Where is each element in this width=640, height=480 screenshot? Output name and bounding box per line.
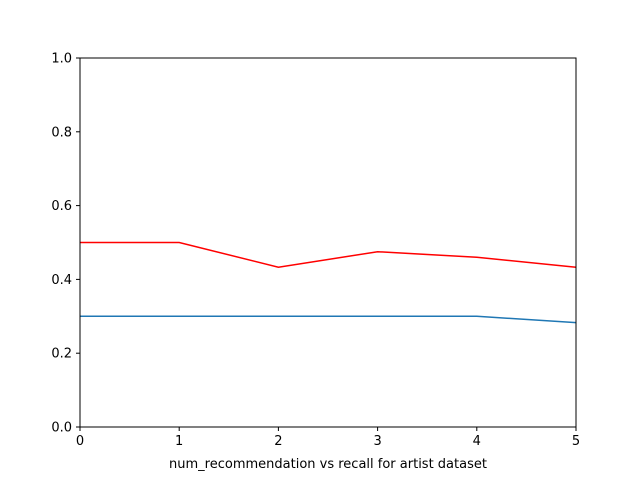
y-tick-label: 0.0 (51, 421, 72, 436)
series-line-2 (80, 315, 577, 324)
x-tick-label: 5 (572, 434, 580, 449)
x-tick-label: 3 (373, 434, 381, 449)
series-line-1 (80, 241, 577, 268)
x-tick-label: 0 (76, 434, 84, 449)
y-tick-label: 0.6 (51, 199, 72, 214)
x-tick-label: 1 (175, 434, 183, 449)
series-lines (80, 241, 577, 324)
x-tick-label: 4 (473, 434, 481, 449)
y-tick-label: 0.2 (51, 347, 72, 362)
x-tick-label: 2 (274, 434, 282, 449)
y-tick-label: 0.8 (51, 125, 72, 140)
y-axis-ticks: 0.0 0.2 0.4 0.6 0.8 1.0 (51, 52, 80, 436)
axes-frame (79, 57, 577, 428)
y-tick-label: 0.4 (51, 273, 72, 288)
x-axis-label: num_recommendation vs recall for artist … (169, 457, 487, 472)
y-tick-label: 1.0 (51, 52, 72, 67)
x-axis-ticks: 0 1 2 3 4 5 (76, 427, 580, 449)
